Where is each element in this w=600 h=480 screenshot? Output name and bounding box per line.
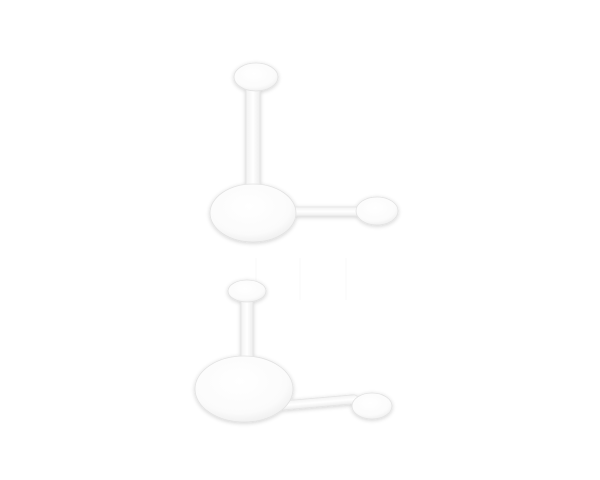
background-faint-lines <box>255 258 347 300</box>
upper-ball-and-stick-model <box>209 62 399 243</box>
lower-ball-and-stick-model <box>194 279 393 423</box>
lower-top-ball <box>227 279 267 303</box>
lower-right-ball <box>351 392 393 420</box>
upper-top-ball <box>233 62 279 92</box>
upper-vertical-stick <box>245 81 261 195</box>
upper-center-ball <box>209 183 297 243</box>
lower-center-ball <box>194 355 294 423</box>
upper-right-ball <box>355 196 399 226</box>
